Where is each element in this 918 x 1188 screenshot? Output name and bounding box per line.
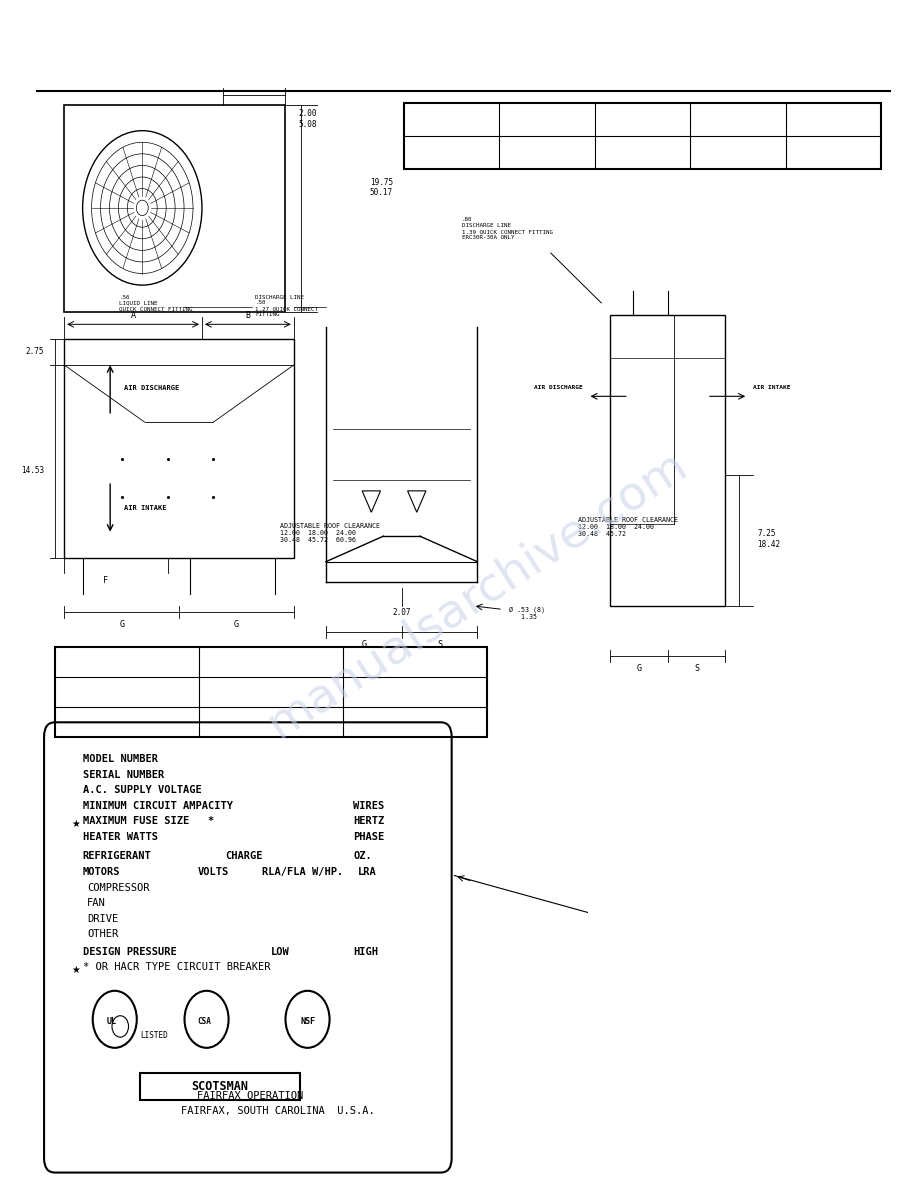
Text: COMPRESSOR: COMPRESSOR bbox=[87, 883, 150, 892]
Text: S: S bbox=[694, 664, 699, 674]
Text: 2.00
5.08: 2.00 5.08 bbox=[298, 109, 317, 128]
Bar bbox=[55, 647, 487, 737]
Text: A: A bbox=[130, 310, 136, 320]
Text: NSF: NSF bbox=[300, 1017, 315, 1026]
Text: ADJUSTABLE ROOF CLEARANCE
12.00  18.00  24.00
30.48  45.72  60.96: ADJUSTABLE ROOF CLEARANCE 12.00 18.00 24… bbox=[280, 523, 380, 543]
Text: ★: ★ bbox=[72, 965, 81, 974]
Text: G: G bbox=[119, 620, 124, 630]
Text: MAXIMUM FUSE SIZE   *: MAXIMUM FUSE SIZE * bbox=[83, 816, 214, 826]
Text: LRA: LRA bbox=[358, 867, 376, 877]
Text: FAIRFAX, SOUTH CAROLINA  U.S.A.: FAIRFAX, SOUTH CAROLINA U.S.A. bbox=[181, 1106, 375, 1116]
Bar bbox=[64, 105, 285, 312]
Text: REFRIGERANT: REFRIGERANT bbox=[83, 851, 151, 860]
Text: A.C. SUPPLY VOLTAGE: A.C. SUPPLY VOLTAGE bbox=[83, 785, 201, 795]
Text: OTHER: OTHER bbox=[87, 929, 118, 939]
Text: PHASE: PHASE bbox=[353, 832, 385, 841]
Text: AIR INTAKE: AIR INTAKE bbox=[753, 385, 790, 390]
Text: G: G bbox=[637, 664, 642, 674]
Text: RLA/FLA W/HP.: RLA/FLA W/HP. bbox=[262, 867, 343, 877]
Text: B: B bbox=[245, 310, 251, 320]
Text: .56
LIQUID LINE
QUICK CONNECT FITTING: .56 LIQUID LINE QUICK CONNECT FITTING bbox=[119, 295, 193, 311]
Text: DISCHARGE LINE
.50
1.27 QUICK CONNECT
FITTING: DISCHARGE LINE .50 1.27 QUICK CONNECT FI… bbox=[255, 295, 319, 317]
Text: MOTORS: MOTORS bbox=[83, 867, 120, 877]
Text: LOW: LOW bbox=[271, 947, 289, 956]
Text: WIRES: WIRES bbox=[353, 801, 385, 810]
Text: ADJUSTABLE ROOF CLEARANCE
12.00  18.00  24.00
30.48  45.72: ADJUSTABLE ROOF CLEARANCE 12.00 18.00 24… bbox=[578, 517, 678, 537]
Bar bbox=[140, 1073, 300, 1100]
Text: VOLTS: VOLTS bbox=[197, 867, 229, 877]
Text: HIGH: HIGH bbox=[353, 947, 378, 956]
Text: S: S bbox=[437, 640, 442, 650]
Text: 19.75
50.17: 19.75 50.17 bbox=[370, 178, 393, 197]
Text: manualsarchive.com: manualsarchive.com bbox=[259, 442, 696, 746]
Text: MODEL NUMBER: MODEL NUMBER bbox=[83, 754, 158, 764]
Text: HERTZ: HERTZ bbox=[353, 816, 385, 826]
Bar bbox=[610, 315, 725, 606]
Text: F: F bbox=[103, 576, 108, 586]
Text: DESIGN PRESSURE: DESIGN PRESSURE bbox=[83, 947, 176, 956]
Text: .80
DISCHARGE LINE
1.39 QUICK CONNECT FITTING
ERC30R-30A ONLY: .80 DISCHARGE LINE 1.39 QUICK CONNECT FI… bbox=[462, 217, 553, 240]
Text: AIR DISCHARGE: AIR DISCHARGE bbox=[124, 385, 179, 392]
Text: 7.25
18.42: 7.25 18.42 bbox=[757, 529, 780, 549]
Text: CHARGE: CHARGE bbox=[225, 851, 263, 860]
Text: LISTED: LISTED bbox=[140, 1031, 168, 1041]
Text: G: G bbox=[234, 620, 239, 630]
Bar bbox=[404, 103, 881, 169]
Text: * OR HACR TYPE CIRCUIT BREAKER: * OR HACR TYPE CIRCUIT BREAKER bbox=[83, 962, 270, 972]
Text: 14.53: 14.53 bbox=[21, 466, 44, 475]
Text: MINIMUM CIRCUIT AMPACITY: MINIMUM CIRCUIT AMPACITY bbox=[83, 801, 232, 810]
Text: CSA: CSA bbox=[197, 1017, 212, 1026]
Text: AIR INTAKE: AIR INTAKE bbox=[124, 505, 166, 512]
Text: Ø .53 (8)
   1.35: Ø .53 (8) 1.35 bbox=[509, 606, 545, 619]
Text: FAIRFAX OPERATION: FAIRFAX OPERATION bbox=[197, 1091, 304, 1100]
Text: G: G bbox=[362, 640, 366, 650]
Text: FAN: FAN bbox=[87, 898, 106, 908]
Text: 2.75: 2.75 bbox=[26, 347, 44, 356]
Text: HEATER WATTS: HEATER WATTS bbox=[83, 832, 158, 841]
Text: SERIAL NUMBER: SERIAL NUMBER bbox=[83, 770, 164, 779]
Text: OZ.: OZ. bbox=[353, 851, 372, 860]
Text: UL: UL bbox=[107, 1017, 117, 1026]
Text: SCOTSMAN: SCOTSMAN bbox=[191, 1080, 249, 1093]
Text: ★: ★ bbox=[72, 819, 81, 828]
Text: AIR DISCHARGE: AIR DISCHARGE bbox=[534, 385, 583, 390]
Bar bbox=[64, 339, 294, 558]
Text: 2.07: 2.07 bbox=[392, 608, 411, 618]
Text: DRIVE: DRIVE bbox=[87, 914, 118, 923]
